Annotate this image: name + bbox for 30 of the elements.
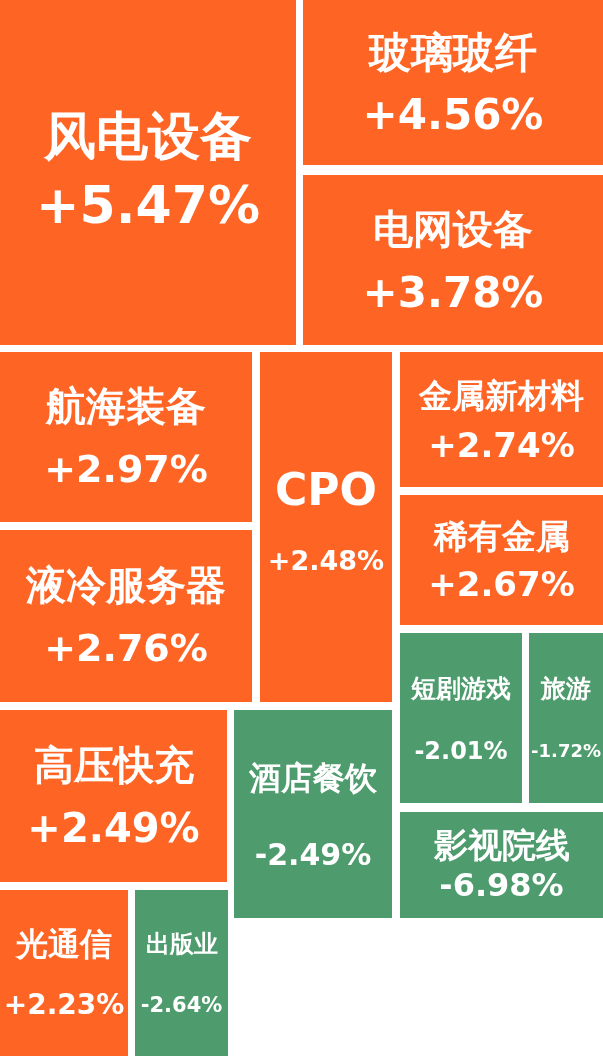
- category-label: 玻璃玻纤: [367, 28, 537, 78]
- data-label: +2.49%: [27, 805, 200, 852]
- data-label: -6.98%: [439, 866, 564, 905]
- data-label: +4.56%: [362, 89, 544, 139]
- data-label: -2.01%: [414, 737, 508, 765]
- data-label: +5.47%: [36, 175, 260, 235]
- category-label: 出版业: [145, 929, 218, 958]
- data-label: +2.74%: [428, 424, 575, 465]
- category-label: 影视院线: [432, 824, 570, 865]
- data-label: +2.67%: [428, 564, 575, 604]
- data-label: +2.97%: [44, 447, 208, 491]
- data-label: +3.78%: [362, 268, 544, 317]
- category-label: 酒店餐饮: [248, 758, 378, 797]
- category-label: 稀有金属: [432, 515, 570, 556]
- data-label: +2.76%: [44, 626, 208, 671]
- data-label: -2.64%: [140, 993, 223, 1018]
- category-label: 短剧游戏: [410, 674, 511, 704]
- category-label: 风电设备: [43, 106, 252, 166]
- category-label: 高压快充: [33, 741, 194, 788]
- data-label: -2.49%: [254, 836, 372, 872]
- category-label: 金属新材料: [418, 375, 584, 415]
- data-label: -1.72%: [531, 740, 601, 761]
- category-label: 航海装备: [45, 383, 206, 430]
- data-label: +2.23%: [3, 988, 125, 1022]
- category-label: 旅游: [540, 674, 591, 704]
- category-label: CPO: [275, 464, 377, 515]
- category-label: 电网设备: [373, 206, 533, 253]
- category-label: 液冷服务器: [25, 561, 226, 608]
- category-label: 光通信: [14, 924, 112, 963]
- data-label: +2.48%: [267, 545, 385, 576]
